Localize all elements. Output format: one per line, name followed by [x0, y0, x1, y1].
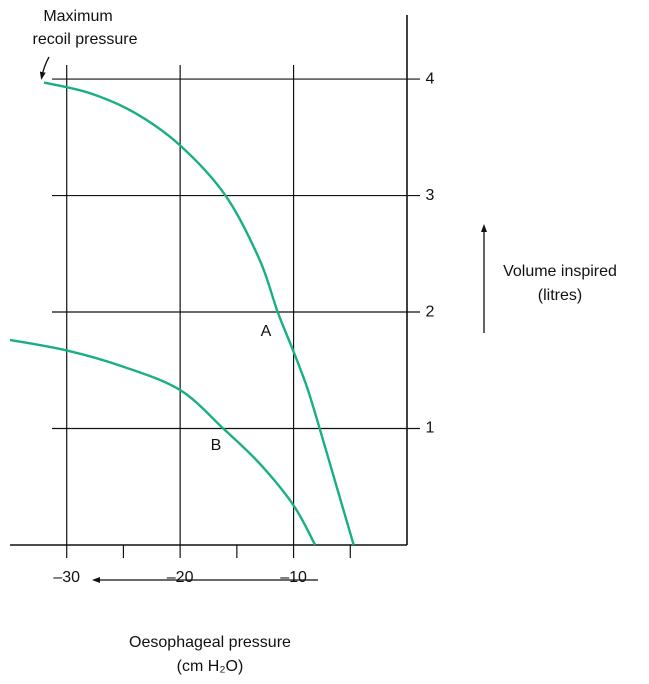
- x-tick-label: –10: [280, 569, 307, 586]
- x-tick-label: –30: [53, 569, 80, 586]
- y-tick-label: 3: [426, 187, 435, 204]
- annotation-arrow: [39, 56, 50, 80]
- line: [43, 81, 355, 546]
- y-axis-label: (litres): [538, 287, 582, 304]
- x-axis-label: (cm H₂O): [177, 658, 244, 675]
- line: [9, 338, 317, 546]
- x-tick-label: –20: [167, 569, 194, 586]
- x-axis-label: Oesophageal pressure: [129, 634, 291, 651]
- y-tick-label: 2: [426, 303, 435, 320]
- y-tick-label: 4: [426, 70, 435, 87]
- annotation: recoil pressure: [33, 31, 138, 48]
- series-label: B: [211, 437, 222, 454]
- annotation: Maximum: [43, 8, 112, 25]
- y-axis-label: Volume inspired: [503, 263, 617, 280]
- series-label: A: [261, 323, 272, 340]
- y-tick-label: 1: [426, 420, 435, 437]
